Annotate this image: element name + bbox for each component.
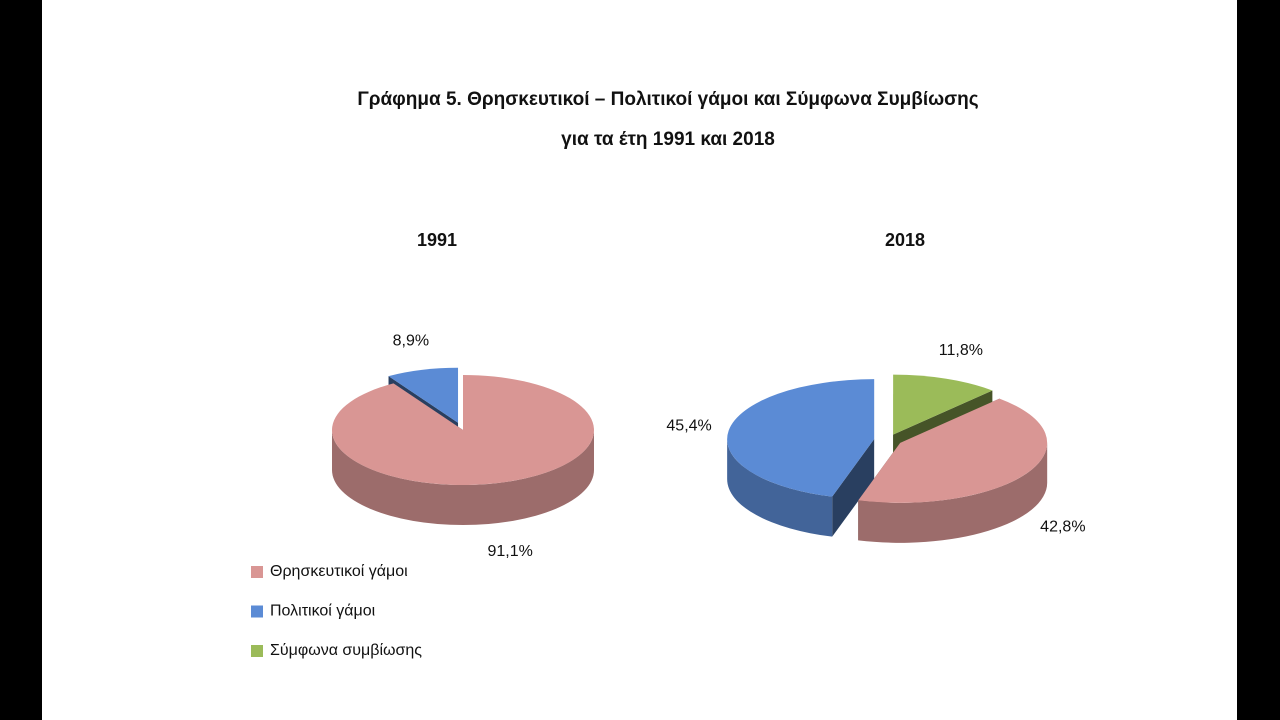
legend-label: Σύμφωνα συμβίωσης [270,642,422,659]
pie-slice [858,398,1048,503]
pie-slice [388,367,459,423]
slice-side [858,442,1048,543]
data-label: 91,1% [488,543,533,560]
data-label: 11,8% [939,342,983,359]
legend-swatch [251,605,263,618]
legend-label: Θρησκευτικοί γάμοι [270,563,408,580]
title: Γράφημα 5. Θρησκευτικοί – Πολιτικοί γάμο… [357,89,978,110]
slice-side [727,439,833,537]
pie-slice [893,374,993,435]
legend-swatch [251,566,263,578]
data-label: 45,4% [666,417,711,434]
subtitle: για τα έτη 1991 και 2018 [561,129,775,150]
pie-slice [332,375,594,485]
pie-title: 1991 [417,230,457,250]
pie-tops [727,374,1048,503]
slice-side [332,430,594,525]
legend-swatch [251,645,263,657]
data-label: 8,9% [393,332,429,349]
canvas [42,0,1237,720]
pie-slice [727,379,875,497]
pie-tops [332,367,594,485]
slice-cut-wall [832,439,875,537]
data-label: 42,8% [1040,518,1085,535]
pie-title: 2018 [885,230,925,250]
legend-label: Πολιτικοί γάμοι [270,603,376,620]
